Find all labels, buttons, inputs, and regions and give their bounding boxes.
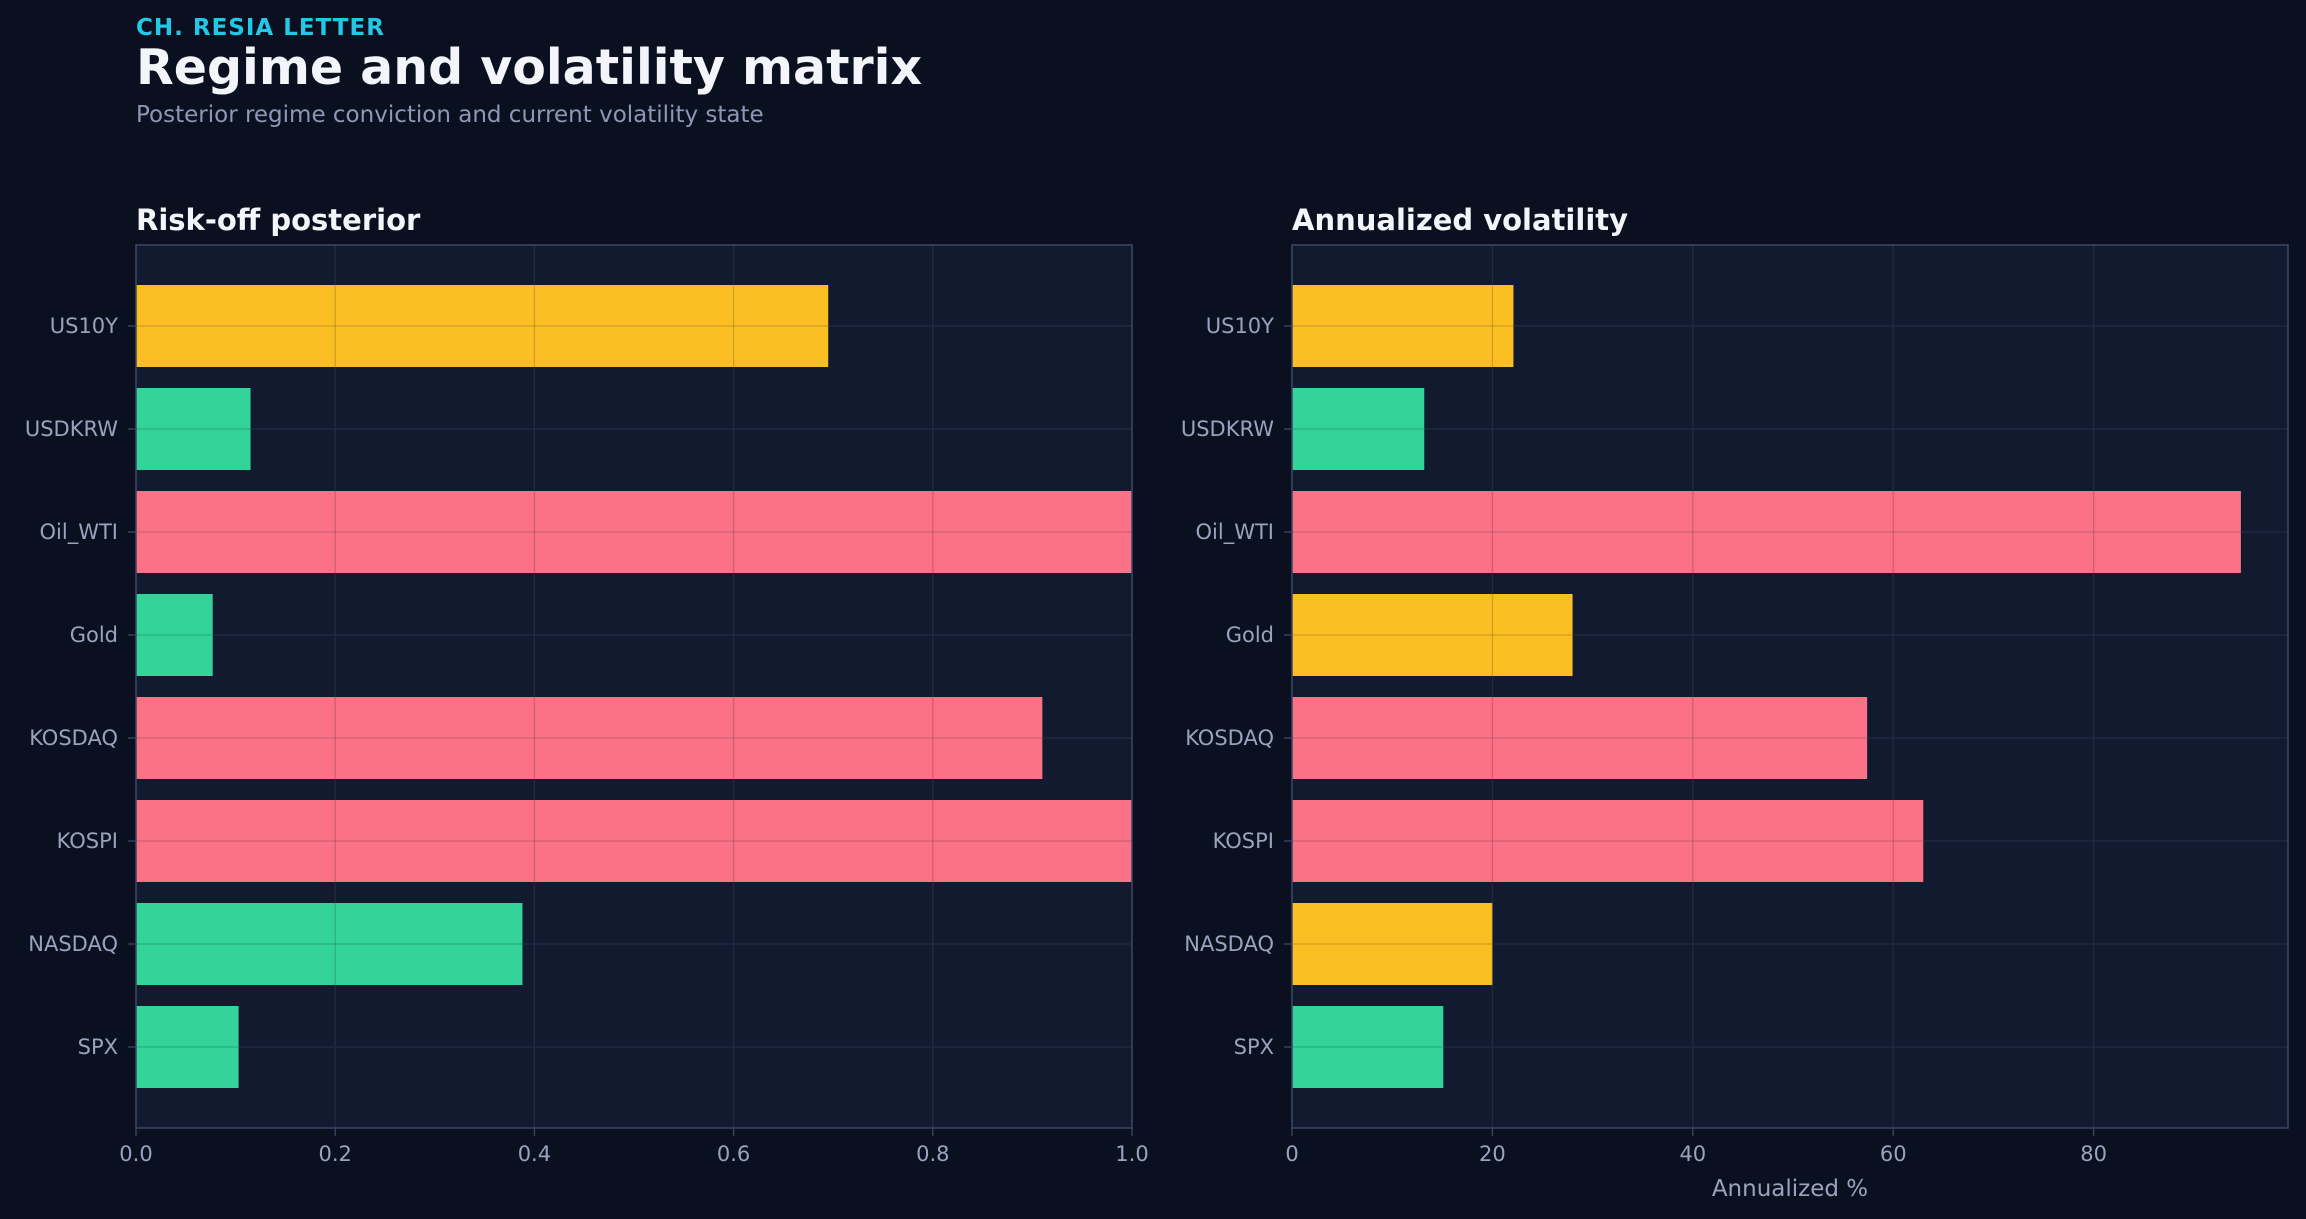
chart2-ytick-label: Oil_WTI bbox=[1196, 520, 1274, 545]
chart2-xtick-label: 20 bbox=[1479, 1142, 1506, 1166]
chart2-ytick-label: Gold bbox=[1226, 623, 1274, 647]
page-subtitle: Posterior regime conviction and current … bbox=[136, 102, 764, 128]
kicker-label: CH. RESIA LETTER bbox=[136, 15, 385, 41]
chart1-xtick-label: 1.0 bbox=[1115, 1142, 1148, 1166]
chart2-bar-kosdaq bbox=[1292, 697, 1868, 779]
chart1-bar-us10y bbox=[136, 285, 829, 367]
chart1-xtick-label: 0.4 bbox=[518, 1142, 551, 1166]
chart2-bar-nasdaq bbox=[1292, 903, 1493, 985]
chart2-ytick-label: US10Y bbox=[1206, 314, 1274, 338]
chart1-xtick-label: 0.0 bbox=[119, 1142, 152, 1166]
chart2-bar-oil_wti bbox=[1292, 491, 2241, 573]
chart1-ytick-label: USDKRW bbox=[25, 417, 118, 441]
chart2-ytick-label: KOSPI bbox=[1213, 829, 1274, 853]
chart1-ytick-label: KOSPI bbox=[57, 829, 118, 853]
chart1-bar-nasdaq bbox=[136, 903, 523, 985]
chart2-bar-spx bbox=[1292, 1006, 1444, 1088]
chart2-ytick-label: USDKRW bbox=[1181, 417, 1274, 441]
chart1-plot-area bbox=[136, 245, 1132, 1128]
chart2-bar-us10y bbox=[1292, 285, 1514, 367]
chart2-plot-border bbox=[1291, 244, 2289, 1129]
chart1-ytick-label: KOSDAQ bbox=[29, 726, 118, 750]
chart2-xtick-label: 40 bbox=[1679, 1142, 1706, 1166]
chart1-bar-kosdaq bbox=[136, 697, 1043, 779]
chart1-bar-oil_wti bbox=[136, 491, 1132, 573]
chart2-plot-area bbox=[1292, 245, 2288, 1128]
chart1-xtick-label: 0.6 bbox=[717, 1142, 750, 1166]
page-title: Regime and volatility matrix bbox=[136, 39, 923, 96]
chart1-bar-spx bbox=[136, 1006, 239, 1088]
chart2-bar-usdkrw bbox=[1292, 388, 1425, 470]
chart1-bar-kospi bbox=[136, 800, 1132, 882]
chart2-xtick-label: 60 bbox=[1880, 1142, 1907, 1166]
chart2-bar-gold bbox=[1292, 594, 1573, 676]
chart2-bar-kospi bbox=[1292, 800, 1924, 882]
chart1-bar-usdkrw bbox=[136, 388, 251, 470]
chart1-bar-gold bbox=[136, 594, 213, 676]
chart2-xtick-label: 0 bbox=[1285, 1142, 1298, 1166]
chart2-xaxis-label: Annualized % bbox=[1712, 1176, 1868, 1202]
chart1-xtick-label: 0.8 bbox=[916, 1142, 949, 1166]
chart1-title: Risk-off posterior bbox=[136, 203, 421, 237]
chart2-ytick-label: KOSDAQ bbox=[1185, 726, 1274, 750]
chart1-ytick-label: Oil_WTI bbox=[40, 520, 118, 545]
chart2-ytick-label: SPX bbox=[1234, 1035, 1274, 1059]
chart2-ytick-label: NASDAQ bbox=[1184, 932, 1274, 956]
chart1-xtick-label: 0.2 bbox=[318, 1142, 351, 1166]
chart2-xtick-label: 80 bbox=[2080, 1142, 2107, 1166]
chart1-ytick-label: US10Y bbox=[50, 314, 118, 338]
chart1-ytick-label: Gold bbox=[70, 623, 118, 647]
chart2-title: Annualized volatility bbox=[1292, 203, 1628, 237]
chart1-plot-border bbox=[135, 244, 1133, 1129]
chart1-ytick-label: NASDAQ bbox=[28, 932, 118, 956]
chart1-ytick-label: SPX bbox=[78, 1035, 118, 1059]
